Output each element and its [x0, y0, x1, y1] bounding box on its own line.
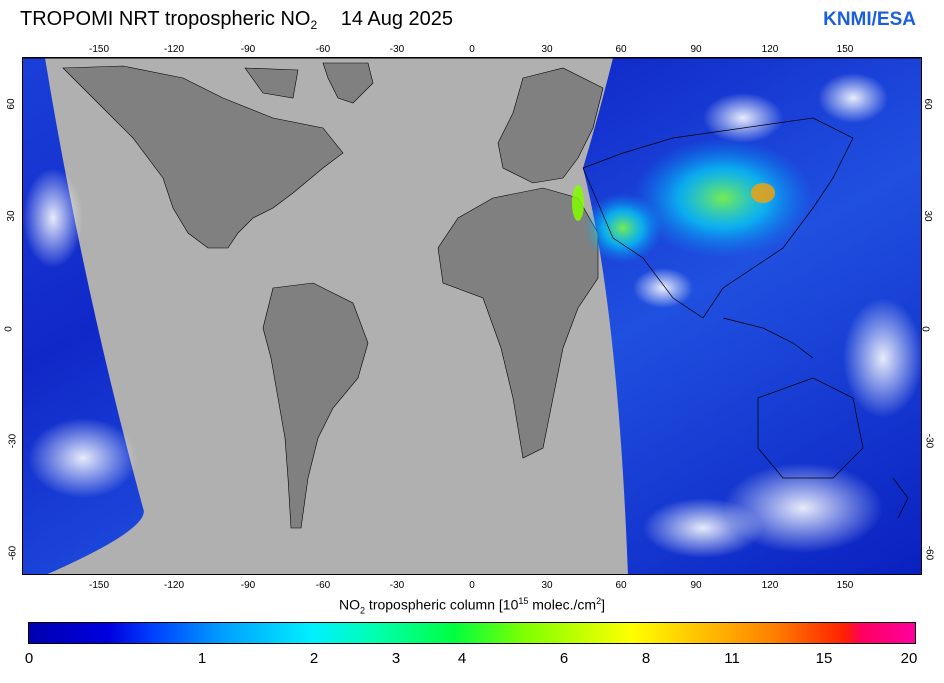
lon-tick: 90 [690, 580, 702, 591]
lon-tick: 0 [469, 44, 475, 55]
map-canvas [23, 58, 921, 574]
land-masses [62, 62, 604, 529]
title-text: TROPOMI NRT tropospheric NO [20, 8, 311, 30]
colorbar-ticks: 0 1 2 3 4 6 8 11 15 20 [0, 650, 944, 670]
colorbar-label-part: 2 [360, 605, 366, 616]
longitude-ticks-bottom: -150 -120 -90 -60 -30 0 30 60 90 120 150 [0, 580, 944, 594]
lat-tick: -60 [7, 545, 19, 561]
lon-tick: 30 [541, 580, 553, 591]
lon-tick: -60 [315, 580, 331, 591]
lon-tick: 150 [836, 580, 854, 591]
colorbar-tick: 2 [309, 650, 319, 667]
lon-tick: -120 [163, 580, 185, 591]
no2-hotspot [751, 183, 775, 203]
longitude-ticks-top: -150 -120 -90 -60 -30 0 30 60 90 120 150 [0, 44, 944, 58]
lon-tick: 60 [615, 580, 627, 591]
lon-tick: -30 [389, 580, 405, 591]
lon-tick: -90 [240, 580, 256, 591]
colorbar-tick: 11 [724, 650, 740, 667]
lon-tick: 60 [615, 44, 627, 55]
colorbar-label-part: NO [339, 596, 361, 613]
lon-tick: 90 [690, 44, 702, 55]
lat-tick: 30 [922, 210, 934, 222]
colorbar-tick: 6 [559, 650, 569, 667]
lon-tick: 0 [469, 580, 475, 591]
lat-tick: 30 [6, 210, 18, 222]
lon-tick: 30 [541, 44, 553, 55]
colorbar-label: NO2 tropospheric column [1015 molec./cm2… [0, 596, 944, 615]
lat-tick: -60 [923, 545, 935, 561]
colorbar-tick: 8 [641, 650, 651, 667]
lat-tick: -30 [923, 433, 935, 449]
no2-enhancement-middle-east [583, 193, 663, 263]
no2-hotspot [572, 185, 584, 221]
lon-tick: -60 [315, 44, 331, 55]
colorbar-tick: 1 [197, 650, 207, 667]
colorbar-label-part: 15 [518, 596, 529, 606]
colorbar-tick: 4 [457, 650, 467, 667]
colorbar-tick: 0 [24, 650, 34, 667]
cloud-cover [23, 73, 921, 558]
map-title: TROPOMI NRT tropospheric NO2 14 Aug 2025 [20, 8, 453, 32]
lon-tick: -90 [240, 44, 256, 55]
colorbar-tick: 3 [391, 650, 401, 667]
title-date: 14 Aug 2025 [340, 8, 454, 30]
lon-tick: -150 [88, 44, 110, 55]
no2-map [22, 57, 922, 575]
lat-tick: 0 [3, 326, 15, 332]
lon-tick: -120 [163, 44, 185, 55]
colorbar-tick: 15 [815, 650, 833, 667]
lon-tick: -30 [389, 44, 405, 55]
no2-enhancement-asia [633, 138, 813, 258]
coastlines [582, 117, 909, 519]
lat-tick: 60 [922, 98, 934, 110]
colorbar-label-part: ] [601, 596, 605, 613]
colorbar-label-part: 2 [596, 596, 602, 606]
lon-tick: 120 [761, 580, 779, 591]
lon-tick: -150 [88, 580, 110, 591]
colorbar [28, 622, 916, 644]
title-subscript: 2 [310, 18, 318, 32]
lat-tick: 60 [6, 98, 18, 110]
lon-tick: 150 [836, 44, 854, 55]
colorbar-tick: 20 [900, 650, 918, 667]
colorbar-label-part: tropospheric column [10 [365, 596, 519, 613]
colorbar-label-part: molec./cm [528, 596, 597, 613]
lon-tick: 120 [761, 44, 779, 55]
brand-logo: KNMI/ESA [823, 9, 916, 30]
lat-tick: -30 [7, 433, 19, 449]
